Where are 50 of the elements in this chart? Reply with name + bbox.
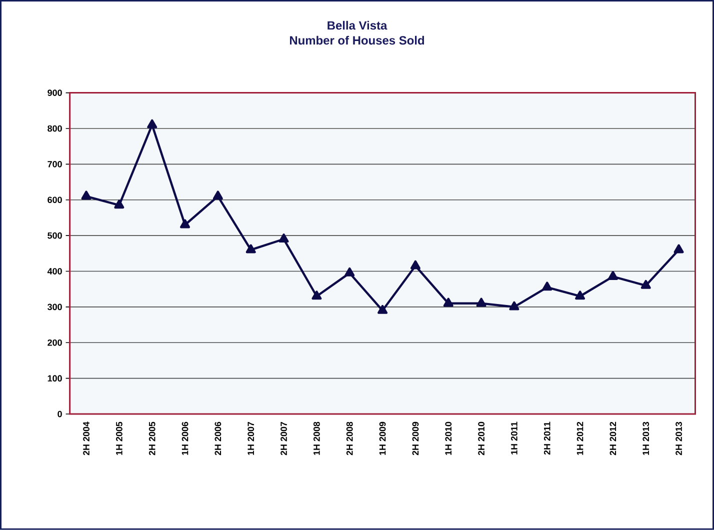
y-tick-label: 700 (48, 161, 62, 168)
y-tick-label: 800 (48, 125, 62, 132)
x-tick-label: 1H 2009 (379, 422, 386, 455)
x-tick-label: 2H 2011 (544, 422, 550, 455)
point (278, 234, 289, 243)
y-tick-label: 600 (48, 196, 62, 204)
y-tick-label: 500 (48, 232, 62, 239)
x-tick-label: 1H 2005 (116, 422, 122, 455)
y-tick-label: 300 (48, 304, 62, 310)
point (542, 282, 552, 291)
x-tick-label: 2H 2009 (412, 422, 419, 456)
x-tick-label: 1H 2007 (248, 422, 254, 455)
x-tick-label: 1H 2008 (314, 422, 320, 455)
point (674, 244, 684, 254)
point (640, 280, 651, 289)
x-tick-label: 2H 2004 (83, 422, 90, 456)
point (378, 304, 388, 314)
point (114, 200, 124, 209)
point (575, 290, 586, 300)
point (476, 298, 486, 307)
point (509, 301, 520, 310)
x-tick-label: 1H 2011 (511, 422, 518, 454)
point (81, 190, 92, 200)
y-tick-label: 900 (48, 90, 62, 96)
point (443, 298, 454, 307)
point (312, 290, 322, 300)
x-tick-label: 2H 2007 (280, 422, 287, 456)
x-tick-label: 1H 2010 (445, 422, 452, 455)
x-tick-label: 2H 2013 (676, 422, 682, 456)
point (147, 119, 158, 128)
y-tick-label: 100 (48, 375, 62, 382)
x-tick-label: 2H 2012 (610, 422, 616, 456)
x-tick-label: 1H 2006 (182, 422, 188, 455)
point (608, 271, 618, 280)
point (410, 260, 420, 270)
chart-subtitle: Number of Houses Sold (290, 36, 424, 45)
x-tick-label: 2H 2006 (214, 422, 222, 456)
x-tick-label: 1H 2013 (642, 422, 650, 455)
x-tick-label: 2H 2010 (478, 422, 484, 456)
point (344, 268, 355, 276)
y-tick-label: 200 (48, 340, 62, 346)
chart-title: Bella Vista (328, 20, 388, 30)
x-tick-label: 2H 2005 (148, 422, 156, 456)
point (246, 244, 256, 254)
point (212, 190, 223, 200)
y-tick-label: 400 (47, 268, 62, 275)
x-tick-label: 1H 2012 (576, 422, 584, 455)
x-tick-label: 2H 2008 (346, 422, 353, 456)
point (180, 219, 190, 228)
y-tick-label: 0 (58, 410, 62, 418)
